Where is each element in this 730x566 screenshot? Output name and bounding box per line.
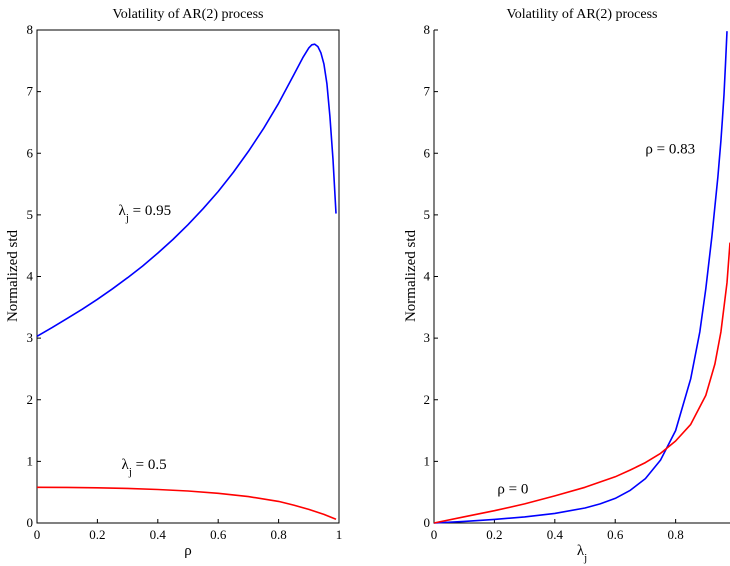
series-annotation: λj = 0.5 bbox=[122, 457, 167, 478]
x-tick-label: 0 bbox=[431, 527, 438, 542]
x-tick-label: 0.8 bbox=[668, 527, 684, 542]
x-ticks: 0 0.2 0.4 0.6 0.8 1 bbox=[34, 519, 343, 542]
y-tick-label: 1 bbox=[424, 453, 431, 468]
y-tick-label: 5 bbox=[424, 207, 431, 222]
series-line-2 bbox=[433, 242, 730, 524]
series-lines bbox=[433, 31, 730, 524]
x-tick-label: 0.6 bbox=[607, 527, 624, 542]
x-tick-label: 0.4 bbox=[547, 527, 564, 542]
y-tick-label: 7 bbox=[27, 84, 34, 99]
x-tick-label: 0.2 bbox=[486, 527, 502, 542]
x-tick-label: 0.2 bbox=[89, 527, 105, 542]
y-tick-label: 8 bbox=[27, 22, 34, 37]
annotations: ρ = 0.83 ρ = 0 bbox=[497, 141, 695, 497]
y-tick-label: 8 bbox=[424, 22, 431, 37]
x-ticks: 0 0.2 0.4 0.6 0.8 bbox=[431, 519, 684, 542]
series-annotation: λj = 0.95 bbox=[119, 203, 172, 224]
x-tick-label: 0 bbox=[34, 527, 41, 542]
plot-axes bbox=[433, 30, 730, 524]
y-tick-label: 3 bbox=[424, 330, 431, 345]
chart-title: Volatility of AR(2) process bbox=[112, 7, 263, 22]
y-tick-label: 0 bbox=[424, 515, 431, 530]
y-tick-label: 6 bbox=[424, 145, 431, 160]
y-tick-label: 7 bbox=[424, 84, 431, 99]
plot-frame bbox=[36, 29, 340, 524]
y-tick-label: 5 bbox=[27, 207, 34, 222]
y-ticks: 0 1 2 3 4 5 6 7 8 bbox=[424, 22, 438, 530]
series-annotation: ρ = 0.83 bbox=[645, 141, 695, 157]
x-tick-label: 1 bbox=[336, 527, 343, 542]
y-tick-label: 0 bbox=[27, 515, 34, 530]
series-line-1 bbox=[433, 31, 728, 524]
x-tick-label: 0.8 bbox=[270, 527, 286, 542]
y-tick-label: 2 bbox=[424, 392, 431, 407]
y-tick-label: 1 bbox=[27, 453, 34, 468]
x-axis-label: λj bbox=[577, 543, 587, 564]
annotations: λj = 0.95 λj = 0.5 bbox=[119, 203, 172, 478]
y-tick-label: 4 bbox=[27, 269, 34, 284]
y-tick-label: 4 bbox=[424, 269, 431, 284]
y-axis-label: Normalized std bbox=[5, 229, 21, 322]
chart-title: Volatility of AR(2) process bbox=[506, 7, 657, 22]
series-lines bbox=[36, 43, 337, 521]
x-axis-label: ρ bbox=[184, 543, 192, 559]
y-tick-label: 6 bbox=[27, 145, 34, 160]
y-tick-label: 3 bbox=[27, 330, 34, 345]
x-tick-label: 0.6 bbox=[210, 527, 227, 542]
y-tick-label: 2 bbox=[27, 392, 34, 407]
series-line-1 bbox=[36, 43, 337, 337]
series-line-2 bbox=[36, 486, 337, 521]
y-ticks: 0 1 2 3 4 5 6 7 8 bbox=[27, 22, 41, 530]
series-annotation: ρ = 0 bbox=[497, 481, 528, 497]
y-axis-label: Normalized std bbox=[403, 229, 419, 322]
x-tick-label: 0.4 bbox=[150, 527, 167, 542]
